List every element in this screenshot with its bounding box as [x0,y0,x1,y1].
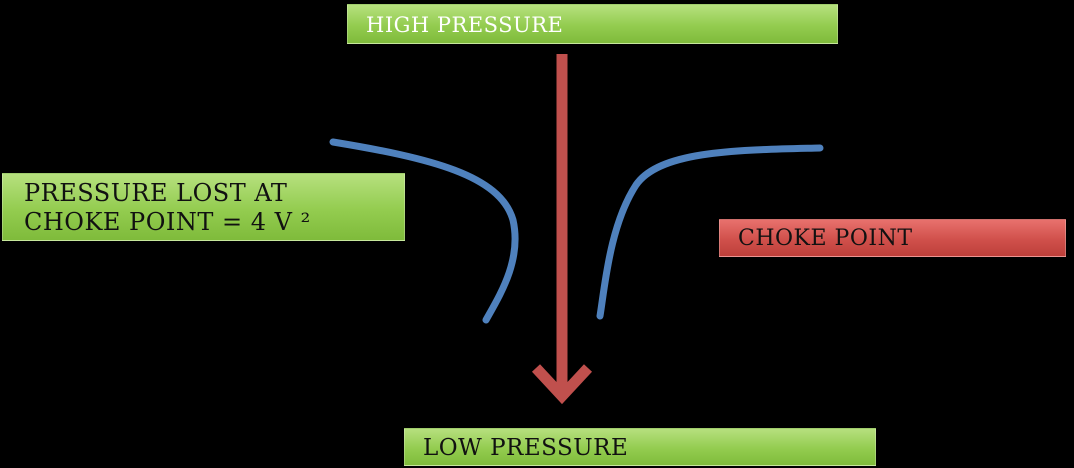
low-pressure-label: LOW PRESSURE [404,428,876,466]
pressure-lost-label: PRESSURE LOST AT CHOKE POINT = 4 V ² [2,173,405,241]
flow-arrow-head [531,364,593,405]
high-pressure-label: HIGH PRESSURE [347,4,838,44]
left-wall-curve [329,138,519,324]
choke-point-label: CHOKE POINT [719,219,1066,257]
right-wall-curve [596,144,824,320]
pressure-lost-line-1: PRESSURE LOST AT [24,179,288,207]
pressure-lost-line-2: CHOKE POINT = 4 V ² [24,208,311,236]
